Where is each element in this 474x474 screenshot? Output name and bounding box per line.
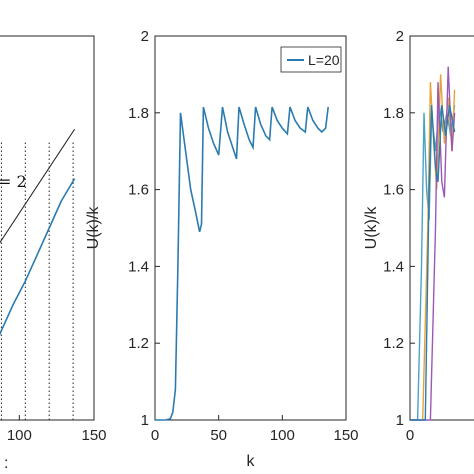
middle-axes-frame <box>154 35 347 421</box>
left-x-tick-label: 150 <box>81 427 106 444</box>
middle-legend-label: L=20 <box>308 52 340 68</box>
left-annotation: = 2 <box>0 172 27 191</box>
middle-y-tick-label: 1 <box>141 412 149 429</box>
left-partial-label: : <box>4 455 8 472</box>
middle-y-tick-label: 1.8 <box>128 105 149 122</box>
right-y-tick-label: 1 <box>396 412 404 429</box>
middle-y-tick-label: 2 <box>141 28 149 45</box>
right-y-axis-label: U(k)/k <box>363 206 380 250</box>
right-y-tick-label: 1.2 <box>383 335 404 352</box>
right-y-tick-label: 1.6 <box>383 182 404 199</box>
right-series-line-blue <box>410 104 456 421</box>
right-axes-frame <box>409 35 474 421</box>
left-axes-frame <box>0 35 95 421</box>
middle-y-tick-label: 1.2 <box>128 335 149 352</box>
right-y-tick-label: 2 <box>396 28 404 45</box>
left-panel: 100 150 = 2: <box>0 35 107 472</box>
middle-x-tick-label: 0 <box>151 427 159 444</box>
right-y-tick-label: 1.8 <box>383 105 404 122</box>
right-x-tick-label: 0 <box>406 427 414 444</box>
middle-y-tick-label: 1.4 <box>128 258 149 275</box>
middle-x-tick-label: 100 <box>270 427 295 444</box>
right-series-line-purple <box>410 66 456 421</box>
middle-panel: 0 50 100 150 1 1.2 1.4 1.6 1.8 2 k U(k)/k L=20 <box>85 28 359 470</box>
middle-series-line <box>155 106 329 421</box>
middle-y-tick-label: 1.6 <box>128 182 149 199</box>
left-x-tick-label: 100 <box>7 427 32 444</box>
left-staircase-curve <box>0 178 76 336</box>
left-reference-line <box>0 128 76 244</box>
right-panel: 01 1.2 1.4 1.6 1.8 2 U(k)/k <box>363 28 474 444</box>
middle-x-axis-label: k <box>247 453 256 470</box>
middle-y-axis-label: U(k)/k <box>85 206 102 250</box>
middle-x-tick-label: 50 <box>210 427 227 444</box>
right-y-tick-label: 1.4 <box>383 258 404 275</box>
middle-x-tick-label: 150 <box>333 427 358 444</box>
